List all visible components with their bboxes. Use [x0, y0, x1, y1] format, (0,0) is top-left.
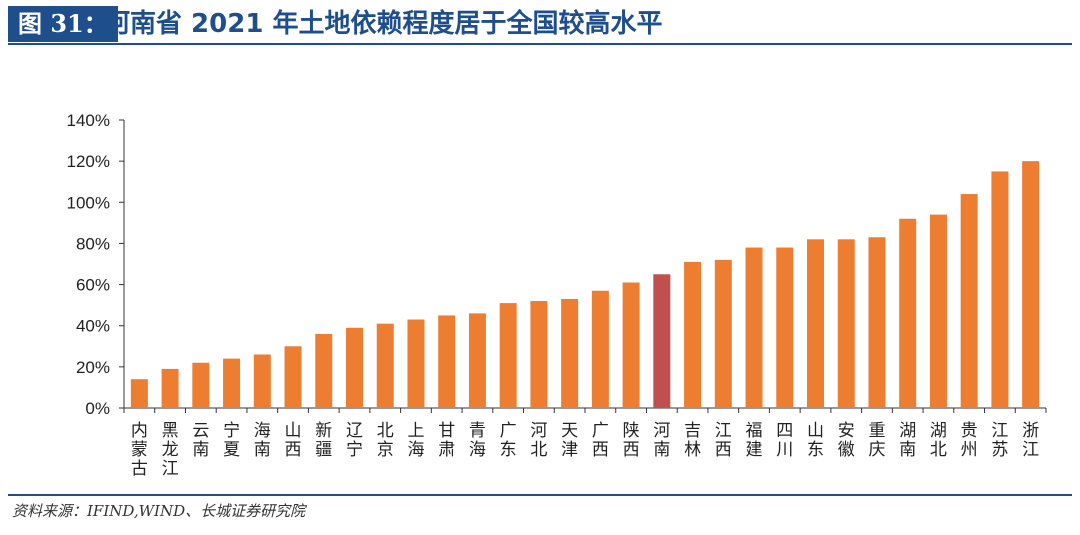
x-category-label: 吉林 [684, 421, 701, 460]
source-note: 资料来源：IFIND,WIND、长城证券研究院 [12, 502, 306, 520]
bar-24 [837, 239, 855, 408]
figure-header: 图 31： 河南省 2021 年土地依赖程度居于全国较高水平 [8, 6, 1072, 42]
bar-6 [284, 346, 302, 408]
x-category-label: 广西 [592, 421, 609, 460]
x-category-label: 云南 [192, 421, 209, 460]
x-category-label: 贵州 [961, 421, 978, 460]
figure-title: 河南省 2021 年土地依赖程度居于全国较高水平 [104, 9, 663, 39]
bar-27 [929, 214, 947, 408]
bar-16 [591, 290, 609, 408]
x-category-label: 内蒙古 [131, 421, 148, 479]
bar-13 [499, 303, 517, 408]
bar-26 [899, 218, 917, 408]
bar-14 [530, 301, 548, 408]
figure-label: 图 31： [8, 6, 118, 42]
x-category-label: 浙江 [1022, 421, 1039, 460]
x-category-label: 湖北 [930, 421, 947, 460]
x-category-label: 江苏 [991, 421, 1008, 460]
x-category-label: 海南 [254, 421, 271, 460]
x-category-label: 山西 [285, 421, 302, 460]
x-category-label: 宁夏 [223, 421, 240, 460]
bar-21 [745, 247, 763, 408]
bar-23 [807, 239, 824, 408]
x-category-label: 江西 [715, 421, 732, 460]
bar-22 [776, 247, 794, 408]
bar-5 [253, 354, 271, 408]
x-category-label: 安徽 [838, 421, 855, 460]
y-tick-label: 120% [67, 152, 110, 171]
bar-4 [223, 358, 241, 408]
bar-17 [622, 282, 640, 408]
x-category-label: 青海 [469, 421, 486, 460]
x-category-label: 重庆 [868, 421, 885, 460]
bar-15 [561, 298, 579, 408]
y-tick-label: 100% [67, 193, 110, 212]
x-category-label: 陕西 [623, 421, 640, 460]
x-category-label: 新疆 [315, 421, 332, 460]
bar-3 [192, 362, 210, 408]
x-category-label: 福建 [746, 421, 763, 460]
bar-20 [714, 259, 732, 408]
bar-29 [991, 171, 1009, 408]
bar-10 [407, 319, 425, 408]
x-category-label: 甘肃 [438, 421, 455, 460]
bar-28 [960, 194, 978, 408]
x-category-label: 河北 [530, 421, 547, 460]
y-tick-label: 80% [76, 234, 110, 253]
x-category-label: 黑龙江 [162, 421, 179, 479]
x-category-label: 北京 [377, 421, 394, 460]
bar-12 [468, 313, 486, 408]
x-category-label: 天津 [561, 421, 578, 460]
bar-9 [376, 323, 394, 408]
bar-11 [438, 315, 456, 408]
x-category-label: 上海 [407, 421, 424, 460]
y-tick-label: 40% [76, 317, 110, 336]
bar-8 [346, 327, 363, 408]
bar-18 [653, 274, 671, 408]
bar-1 [130, 379, 148, 408]
footer-divider [8, 494, 1072, 496]
header-divider [8, 43, 1072, 45]
bar-30 [1022, 161, 1040, 408]
x-category-label: 山东 [807, 421, 824, 460]
x-category-label: 湖南 [899, 421, 916, 460]
y-tick-label: 0% [85, 399, 110, 418]
y-tick-label: 140% [67, 111, 110, 130]
bar-19 [684, 261, 702, 408]
x-category-label: 四川 [776, 421, 793, 460]
x-category-label: 辽宁 [346, 421, 363, 460]
bar-25 [868, 237, 886, 408]
x-category-label: 河南 [653, 421, 670, 460]
y-tick-label: 20% [76, 358, 110, 377]
bar-2 [161, 368, 179, 408]
y-tick-label: 60% [76, 276, 110, 295]
x-category-label: 广东 [500, 421, 517, 460]
bar-7 [315, 333, 333, 408]
